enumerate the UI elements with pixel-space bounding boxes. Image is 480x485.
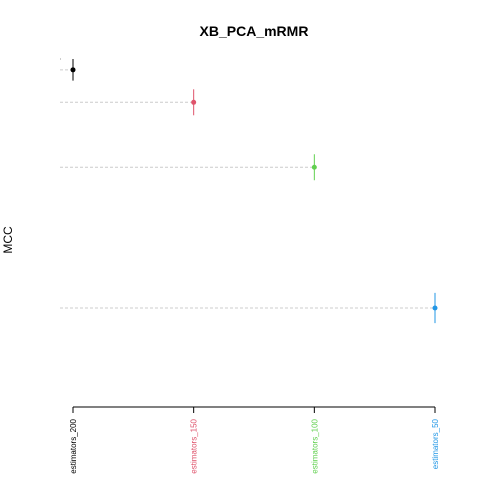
y-axis-label: MCC <box>1 226 15 254</box>
point-estimators_100 <box>311 164 317 170</box>
chart-marks: estimators_200 estimators_150 estimators_1… <box>60 59 440 474</box>
x-tick-label-estimators_150: estimators_150 <box>190 418 199 473</box>
point-estimators_200 <box>70 67 76 73</box>
point-estimators_150 <box>191 99 197 105</box>
chart-title: XB_PCA_mRMR <box>200 23 309 39</box>
x-tick-label-estimators_100: estimators_100 <box>310 418 319 473</box>
point-estimators_50 <box>432 305 438 311</box>
x-tick-label-estimators_50: estimators_50 <box>431 418 440 469</box>
x-tick-label-estimators_200: estimators_200 <box>69 418 78 473</box>
